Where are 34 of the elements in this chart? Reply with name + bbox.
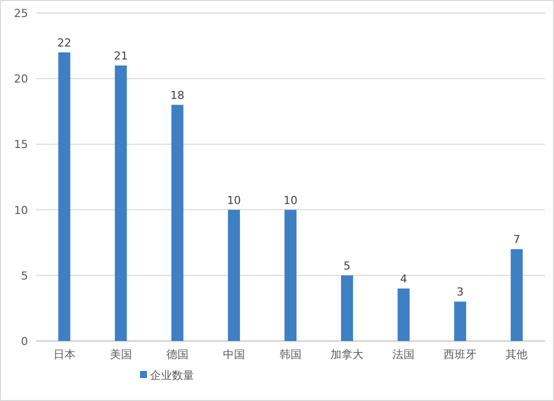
y-tick-label: 5 xyxy=(21,269,28,282)
bar xyxy=(398,288,410,341)
bar xyxy=(510,249,523,341)
x-tick-label: 德国 xyxy=(166,348,188,361)
x-tick-label: 法国 xyxy=(392,348,415,361)
legend-label: 企业数量 xyxy=(150,369,194,382)
bar xyxy=(171,104,184,341)
x-tick-label: 日本 xyxy=(53,348,76,361)
x-tick-label: 西班牙 xyxy=(444,348,477,361)
x-tick-label: 加拿大 xyxy=(330,348,364,361)
bar xyxy=(58,52,70,341)
y-tick-label: 20 xyxy=(14,72,28,86)
y-tick-label: 25 xyxy=(14,7,28,20)
x-tick-label: 美国 xyxy=(110,348,132,361)
bar xyxy=(341,275,354,341)
bar xyxy=(114,65,127,341)
data-label: 4 xyxy=(400,272,408,286)
x-tick-label: 韩国 xyxy=(280,348,302,361)
x-tick-label: 其他 xyxy=(506,348,528,361)
bar xyxy=(454,302,466,341)
x-tick-label: 中国 xyxy=(222,348,245,361)
data-label: 5 xyxy=(344,259,351,272)
data-label: 7 xyxy=(513,233,520,246)
data-label: 22 xyxy=(57,36,72,50)
data-label: 3 xyxy=(456,286,464,299)
y-tick-label: 0 xyxy=(21,335,28,348)
data-label: 21 xyxy=(114,49,128,62)
data-label: 10 xyxy=(284,194,298,207)
y-tick-label: 15 xyxy=(14,138,28,152)
y-tick-label: 10 xyxy=(14,204,28,217)
data-label: 18 xyxy=(170,88,184,102)
bar xyxy=(284,210,296,341)
data-label: 10 xyxy=(226,194,241,207)
bar xyxy=(228,210,240,341)
